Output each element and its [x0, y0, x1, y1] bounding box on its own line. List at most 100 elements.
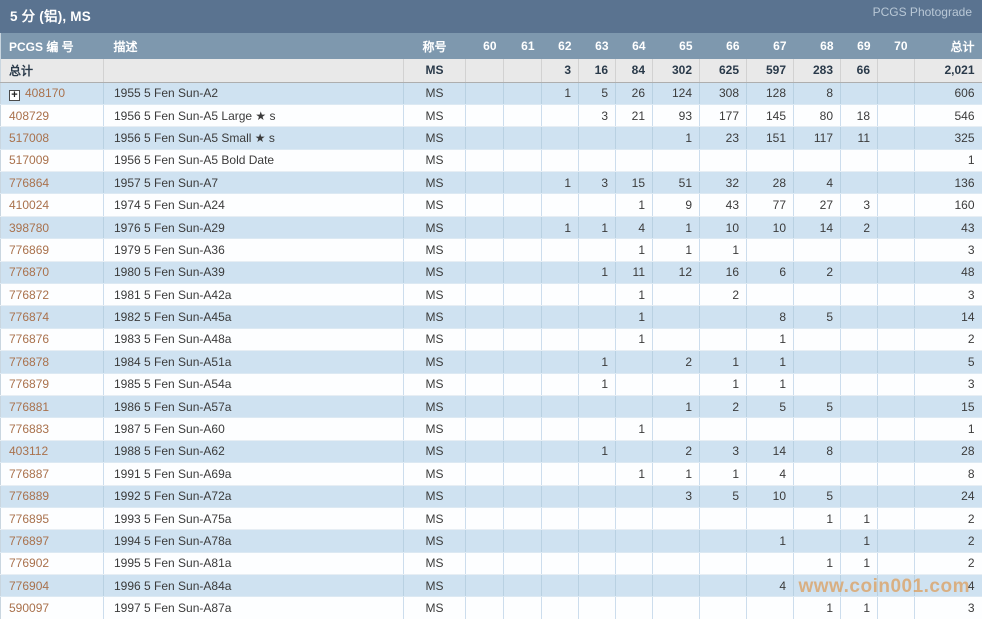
pcgs-number-link[interactable]: 403112: [9, 444, 49, 459]
designation-cell: MS: [403, 395, 466, 419]
title-bar: 5 分 (铝), MS PCGS Photograde: [0, 0, 982, 33]
coin-description: 1955 5 Fen Sun-A2: [103, 82, 404, 105]
grade-cell-69: [840, 485, 878, 508]
table-row: 517009 1956 5 Fen Sun-A5 Bold Date MS 1: [0, 149, 982, 173]
table-row: 517008 1956 5 Fen Sun-A5 Small ★ s MS 1 23 15…: [0, 126, 982, 150]
grade-cell-61: [503, 283, 542, 307]
grade-cell-69: [840, 82, 878, 105]
pcgs-number-cell: 517009: [0, 149, 104, 173]
grade-cell-66: [699, 529, 747, 553]
designation-cell: MS: [403, 149, 466, 173]
grade-cell-69: [840, 171, 878, 195]
grade-cell-62: [541, 485, 579, 508]
pcgs-number-link[interactable]: 410024: [9, 198, 50, 213]
pcgs-number-link[interactable]: 776881: [9, 399, 50, 414]
table-row: 776878 1984 5 Fen Sun-A51a MS 1 2 1 1 5: [0, 350, 982, 374]
grade-cell-65: [652, 149, 700, 173]
grade-cell-70: [877, 596, 915, 619]
grade-cell-65: 124: [652, 82, 700, 105]
grade-cell-69: [840, 395, 878, 419]
grade-cell-63: 1: [578, 350, 616, 374]
table-row: 590097 1997 5 Fen Sun-A87a MS 1 1 3: [0, 596, 982, 619]
table-row: 776904 1996 5 Fen Sun-A84a MS 4 4: [0, 574, 982, 598]
total-cell: 43: [914, 216, 982, 240]
grade-cell-64: 1: [615, 238, 653, 262]
pcgs-number-link[interactable]: 408729: [9, 108, 50, 123]
designation-cell: MS: [403, 440, 466, 464]
column-header-total: 总计: [914, 33, 982, 59]
pcgs-number-link[interactable]: 776878: [9, 354, 50, 369]
pcgs-number-link[interactable]: 517008: [9, 130, 50, 145]
grade-cell-62: [541, 126, 579, 150]
pcgs-number-link[interactable]: 776904: [9, 578, 50, 593]
total-cell: 136: [914, 171, 982, 195]
coin-description: 1957 5 Fen Sun-A7: [103, 171, 404, 195]
table-row: +408170 1955 5 Fen Sun-A2 MS 1 5 26 124 308 128 8…: [0, 82, 982, 105]
grade-cell-68: [793, 149, 841, 173]
coin-description: 1983 5 Fen Sun-A48a: [103, 328, 404, 352]
grade-cell-69: [840, 417, 878, 441]
grade-cell-66: 177: [699, 104, 747, 128]
designation-cell: MS: [403, 104, 466, 128]
totals-grade-cell-64: 84: [615, 59, 653, 83]
pcgs-number-link[interactable]: 776883: [9, 422, 50, 437]
grade-cell-69: [840, 261, 878, 285]
pcgs-number-link[interactable]: 408170: [25, 85, 66, 100]
total-cell: 14: [914, 305, 982, 329]
grade-cell-64: 1: [615, 328, 653, 352]
designation-cell: MS: [403, 485, 466, 508]
pcgs-number-link[interactable]: 776879: [9, 377, 50, 392]
pcgs-number-link[interactable]: 398780: [9, 220, 50, 235]
grade-cell-65: [652, 529, 700, 553]
pcgs-number-link[interactable]: 776864: [9, 175, 50, 190]
pcgs-number-link[interactable]: 776902: [9, 556, 50, 571]
pcgs-number-link[interactable]: 776889: [9, 489, 50, 504]
coin-description: 1956 5 Fen Sun-A5 Small ★ s: [103, 126, 404, 150]
column-header-grade-62: 62: [541, 33, 579, 59]
grade-cell-60: [465, 440, 504, 464]
coin-description: 1997 5 Fen Sun-A87a: [103, 596, 404, 619]
designation-cell: MS: [403, 574, 466, 598]
grade-cell-66: 5: [699, 485, 747, 508]
pcgs-number-link[interactable]: 776870: [9, 265, 50, 280]
grade-cell-63: [578, 507, 616, 531]
grade-cell-60: [465, 238, 504, 262]
pcgs-number-link[interactable]: 517009: [9, 153, 50, 168]
pcgs-number-link[interactable]: 776876: [9, 332, 50, 347]
pcgs-number-link[interactable]: 776895: [9, 511, 50, 526]
total-cell: 160: [914, 193, 982, 217]
grade-cell-60: [465, 552, 504, 576]
grade-cell-62: [541, 552, 579, 576]
expand-icon[interactable]: +: [9, 89, 20, 101]
grade-cell-64: 1: [615, 283, 653, 307]
pcgs-number-link[interactable]: 776869: [9, 242, 50, 257]
total-cell: 5: [914, 350, 982, 374]
grade-cell-67: 14: [746, 440, 794, 464]
grade-cell-62: [541, 417, 579, 441]
grade-cell-67: 4: [746, 462, 794, 486]
pcgs-number-link[interactable]: 776887: [9, 466, 50, 481]
grade-cell-62: 1: [541, 171, 579, 195]
grade-cell-64: [615, 395, 653, 419]
grade-cell-67: 4: [746, 574, 794, 598]
pcgs-number-link[interactable]: 776874: [9, 310, 50, 325]
grade-cell-64: [615, 596, 653, 619]
pcgs-photograde-link[interactable]: PCGS Photograde: [872, 5, 972, 19]
grade-cell-69: [840, 305, 878, 329]
total-cell: 3: [914, 596, 982, 619]
pcgs-number-link[interactable]: 776897: [9, 534, 50, 548]
grade-cell-70: [877, 193, 915, 217]
column-header-grade-65: 65: [652, 33, 700, 59]
grade-cell-70: [877, 328, 915, 352]
grade-cell-67: [746, 507, 794, 531]
grade-cell-68: 80: [793, 104, 841, 128]
coin-description: 1981 5 Fen Sun-A42a: [103, 283, 404, 307]
grade-cell-60: [465, 485, 504, 508]
grade-cell-61: [503, 261, 542, 285]
grade-cell-66: 16: [699, 261, 747, 285]
grade-cell-70: [877, 216, 915, 240]
pcgs-number-link[interactable]: 776872: [9, 287, 50, 302]
grade-cell-61: [503, 149, 542, 173]
grade-cell-65: 3: [652, 485, 700, 508]
pcgs-number-link[interactable]: 590097: [9, 601, 50, 616]
